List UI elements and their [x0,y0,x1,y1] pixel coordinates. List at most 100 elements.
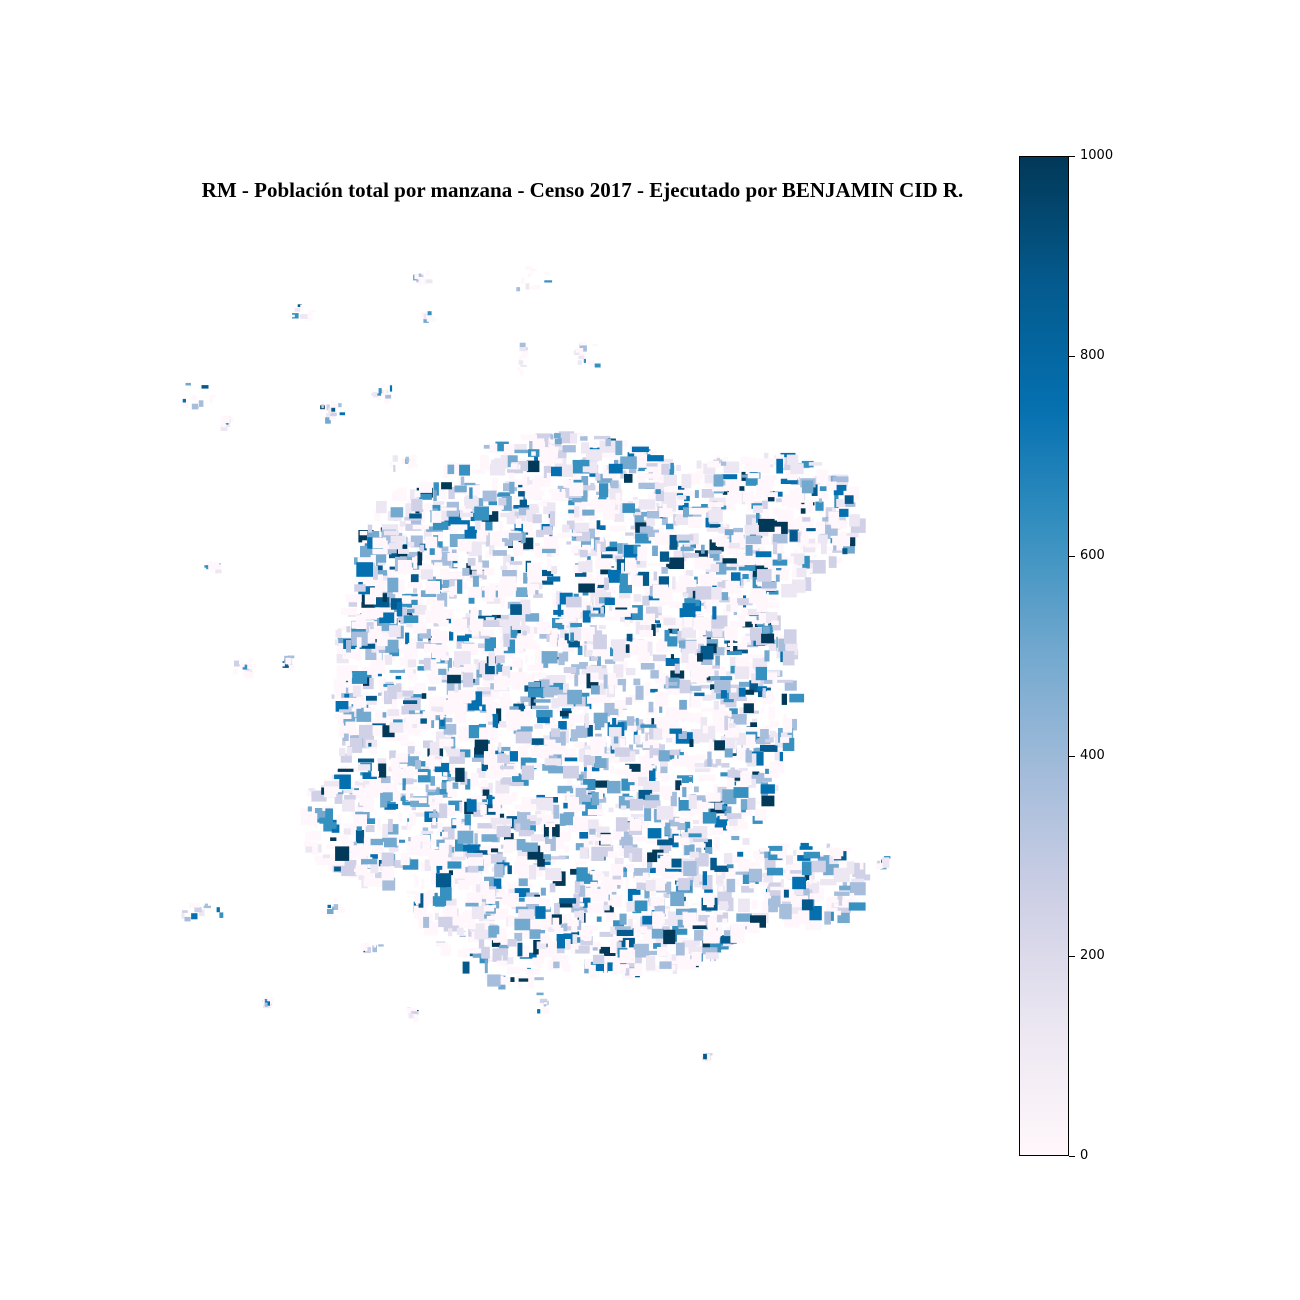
census-block [738,681,750,687]
census-block [572,784,588,788]
census-block [410,772,428,776]
census-block [583,745,598,751]
census-block [529,286,537,290]
census-block [740,456,749,462]
census-block [392,579,405,595]
census-block [687,714,697,723]
census-block [832,476,849,483]
census-block [716,871,726,885]
census-block [369,747,377,755]
census-block [338,904,342,909]
census-block [732,855,741,861]
census-block [482,674,491,680]
census-block [782,717,793,733]
census-block [676,496,685,505]
census-block [529,441,533,454]
census-block [468,586,482,598]
census-block [363,872,374,877]
census-block [740,799,748,810]
census-block [330,837,337,841]
census-block [707,917,717,931]
census-block [455,839,464,852]
census-block [665,908,670,914]
census-block [370,626,375,630]
census-block [748,868,762,882]
census-block [335,701,349,712]
census-block [599,525,606,530]
census-block [482,789,490,800]
census-block [729,688,737,693]
census-block [523,522,533,533]
census-block [384,803,399,809]
census-block [488,854,503,864]
census-block [419,279,422,286]
census-block [748,593,759,604]
census-block [583,873,598,884]
census-block [667,685,683,695]
census-block [584,636,588,651]
census-block [582,509,595,516]
census-block [780,737,790,743]
census-block [663,893,670,898]
census-block [667,636,678,647]
census-block [327,904,331,908]
census-block [581,345,587,352]
census-block [412,732,421,736]
census-block [351,671,368,684]
census-block [764,458,780,463]
census-block [410,455,417,462]
census-block [662,871,679,880]
census-block [667,462,673,469]
census-block [615,803,619,808]
census-block [722,918,728,924]
census-block [756,569,772,582]
census-block [577,645,583,655]
census-block [418,805,429,811]
census-block [346,640,352,653]
census-block [659,551,670,562]
census-block [734,666,750,680]
census-block [762,690,773,705]
census-block [229,417,234,422]
census-block [670,529,676,533]
census-block [754,621,761,631]
census-block [501,496,512,511]
census-block [764,892,774,900]
census-block [799,545,806,550]
census-block [331,401,339,408]
census-block [601,551,618,555]
census-block [543,621,551,633]
census-block [613,674,618,690]
census-block [363,944,368,951]
census-block [379,612,395,624]
census-block [527,583,539,591]
census-block [581,501,598,507]
census-block [337,768,354,772]
census-block [509,505,518,521]
census-block [663,617,676,626]
census-block [385,394,392,399]
census-block [209,397,213,404]
census-block [494,791,505,805]
census-block [601,747,617,752]
census-block [796,567,807,578]
census-block [782,456,791,471]
census-block [382,877,396,891]
census-block [703,839,712,850]
census-block [562,445,576,453]
census-block [714,680,731,693]
census-block [587,809,604,816]
census-block [532,514,542,524]
census-block [663,474,677,487]
census-block [422,835,431,850]
census-block [448,486,455,500]
census-block [637,652,650,663]
census-block [653,584,669,599]
census-block [447,464,455,475]
census-block [674,835,681,843]
census-block [708,550,722,554]
census-block [519,883,533,891]
census-block [582,466,598,473]
census-block [497,615,502,621]
census-block [339,747,346,756]
